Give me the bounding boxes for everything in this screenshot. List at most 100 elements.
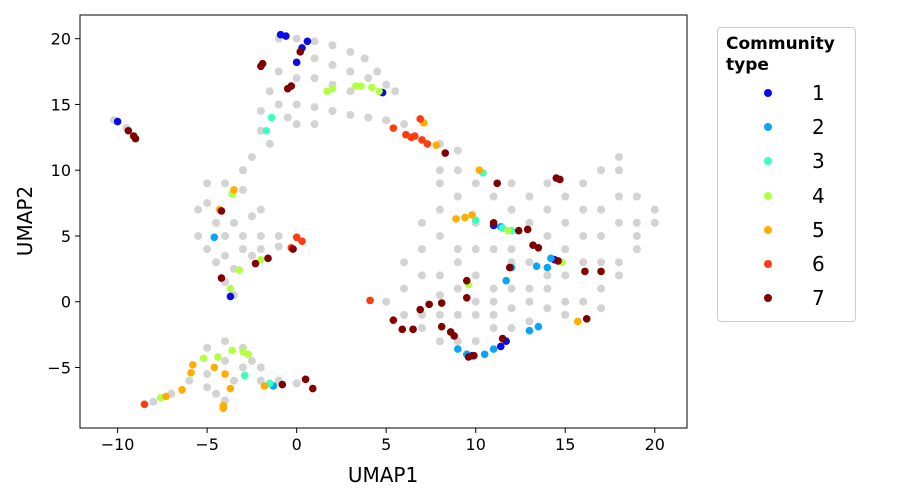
- y-tick-label: 20: [51, 30, 71, 49]
- y-tick-label: −5: [47, 358, 71, 377]
- background-point: [310, 74, 319, 83]
- background-point: [221, 337, 230, 346]
- background-point: [256, 363, 265, 372]
- background-point: [382, 297, 391, 306]
- point: [308, 384, 317, 393]
- point: [328, 84, 337, 93]
- point: [219, 404, 228, 413]
- background-point: [597, 166, 606, 175]
- legend-marker: [764, 123, 772, 132]
- background-point: [400, 284, 409, 293]
- point: [475, 166, 484, 175]
- background-point: [382, 116, 391, 125]
- background-point: [346, 110, 355, 119]
- point: [199, 354, 208, 363]
- point: [226, 292, 235, 301]
- point: [240, 371, 249, 380]
- background-point: [435, 205, 444, 214]
- background-point: [632, 245, 641, 254]
- background-point: [256, 245, 265, 254]
- point: [264, 254, 272, 263]
- point: [502, 276, 510, 285]
- legend: Community type 1 2 3 4 5 6 7: [717, 27, 856, 322]
- background-point: [194, 205, 203, 214]
- point: [505, 263, 514, 272]
- background-point: [417, 271, 426, 280]
- background-point: [507, 284, 516, 293]
- background-point: [543, 304, 552, 313]
- background-point: [417, 245, 426, 254]
- point: [581, 267, 589, 276]
- background-point: [382, 80, 391, 89]
- point: [534, 244, 543, 252]
- background-point: [453, 146, 462, 155]
- background-point: [650, 205, 659, 214]
- background-point: [543, 271, 552, 280]
- background-point: [328, 41, 337, 50]
- background-point: [435, 271, 444, 280]
- background-point: [274, 100, 283, 109]
- background-point: [149, 397, 158, 406]
- background-point: [203, 370, 212, 379]
- legend-label: 4: [812, 183, 825, 208]
- point: [525, 326, 534, 335]
- background-point: [650, 218, 659, 227]
- background-point: [221, 356, 230, 365]
- point: [437, 322, 446, 331]
- point: [543, 263, 552, 272]
- background-point: [364, 113, 373, 122]
- point: [251, 259, 260, 268]
- background-point: [274, 67, 283, 76]
- legend-title: Community type: [726, 34, 835, 75]
- background-point: [597, 284, 606, 293]
- background-point: [471, 245, 480, 254]
- background-point: [453, 192, 462, 201]
- legend-entry: 4: [726, 179, 847, 213]
- point: [366, 296, 374, 305]
- background-point: [489, 310, 498, 319]
- background-point: [561, 245, 570, 254]
- point: [418, 136, 426, 144]
- background-point: [614, 192, 623, 201]
- background-point: [525, 297, 534, 306]
- x-tick-label: 5: [381, 435, 391, 454]
- point: [462, 293, 471, 302]
- legend-marker: [764, 191, 772, 200]
- background-point: [632, 218, 641, 227]
- background-point: [597, 258, 606, 267]
- y-tick-label: 15: [51, 95, 71, 114]
- background-point: [265, 139, 274, 148]
- point: [480, 350, 489, 359]
- background-point: [453, 284, 462, 293]
- background-point: [614, 218, 623, 227]
- background-point: [435, 166, 444, 175]
- x-tick-label: 0: [292, 435, 302, 454]
- background-point: [632, 231, 641, 240]
- background-point: [417, 218, 426, 227]
- background-point: [292, 379, 301, 388]
- point: [493, 179, 502, 188]
- background-point: [238, 363, 247, 372]
- background-point: [597, 205, 606, 214]
- background-point: [435, 310, 444, 319]
- background-point: [435, 291, 444, 300]
- background-point: [471, 337, 480, 346]
- point: [210, 233, 219, 242]
- background-point: [417, 324, 426, 333]
- point: [292, 58, 301, 67]
- point: [597, 267, 605, 276]
- point: [523, 225, 532, 234]
- legend-label: 1: [812, 81, 825, 106]
- point: [298, 237, 306, 246]
- background-point: [597, 304, 606, 313]
- background-point: [283, 113, 292, 122]
- point: [257, 62, 265, 71]
- point: [416, 305, 425, 314]
- point: [214, 353, 222, 361]
- legend-entry: 6: [726, 247, 847, 281]
- point: [262, 126, 271, 135]
- background-point: [471, 310, 480, 319]
- point: [450, 332, 459, 340]
- background-point: [292, 100, 301, 109]
